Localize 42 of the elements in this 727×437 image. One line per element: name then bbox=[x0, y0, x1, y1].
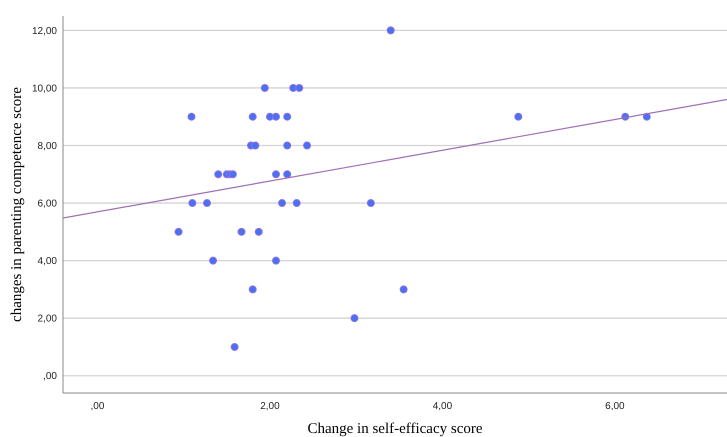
point bbox=[283, 142, 292, 150]
point bbox=[174, 228, 183, 236]
point bbox=[214, 170, 222, 178]
point bbox=[248, 285, 257, 294]
point bbox=[260, 84, 269, 92]
point bbox=[238, 228, 246, 236]
point bbox=[230, 342, 239, 351]
y-tick-label: 4,00 bbox=[38, 256, 58, 268]
x-tick-label: 6,00 bbox=[605, 401, 626, 412]
y-tick-label: ,00 bbox=[43, 371, 58, 382]
point bbox=[188, 199, 196, 208]
point bbox=[248, 112, 257, 121]
point bbox=[272, 112, 280, 121]
point bbox=[303, 142, 312, 150]
point bbox=[272, 170, 280, 178]
point bbox=[251, 142, 260, 150]
point bbox=[203, 199, 212, 208]
point bbox=[254, 228, 263, 236]
x-tick-label: 4,00 bbox=[432, 401, 453, 412]
point bbox=[400, 285, 408, 294]
x-axis-title: Change in self-efficacy score bbox=[307, 421, 483, 437]
point bbox=[278, 199, 286, 208]
point bbox=[283, 170, 292, 178]
point bbox=[292, 199, 301, 208]
y-tick-label: 10,00 bbox=[32, 83, 58, 94]
point bbox=[295, 84, 304, 92]
point bbox=[283, 112, 292, 121]
point bbox=[209, 256, 218, 265]
point bbox=[350, 314, 358, 322]
x-tick-label: ,00 bbox=[90, 401, 105, 412]
y-tick-label: 8,00 bbox=[38, 141, 58, 152]
point bbox=[187, 112, 196, 121]
point bbox=[272, 256, 280, 265]
point bbox=[514, 112, 522, 121]
point bbox=[228, 170, 237, 178]
y-tick-label: 2,00 bbox=[38, 314, 58, 325]
y-axis-title: changes in parenting competence score bbox=[9, 86, 25, 322]
point bbox=[366, 199, 375, 208]
point bbox=[386, 26, 395, 34]
x-tick-label: 2,00 bbox=[260, 401, 280, 412]
y-tick-label: 12,00 bbox=[32, 26, 58, 37]
y-tick-label: 6,00 bbox=[38, 198, 58, 210]
